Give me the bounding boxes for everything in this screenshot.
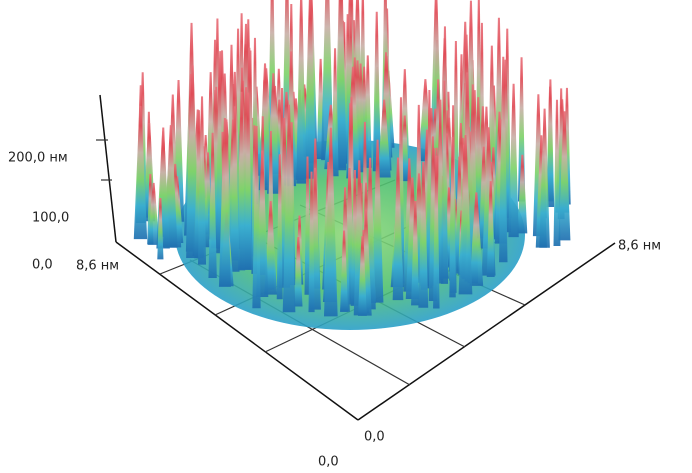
surface-plot: 200,0 нм 100,0 0,0 8,6 нм 8,6 нм 0,0 0,0 xyxy=(0,0,692,473)
x-start-label: 0,0 xyxy=(364,430,385,445)
y-end-label: 8,6 нм xyxy=(76,259,119,274)
z-tick-label: 100,0 xyxy=(32,211,69,226)
x-end-label: 8,6 нм xyxy=(618,239,661,254)
y-start-label: 0,0 xyxy=(318,455,339,470)
z-tick-label: 0,0 xyxy=(32,258,53,273)
z-axis xyxy=(100,95,116,242)
z-tick-label: 200,0 нм xyxy=(8,151,68,166)
